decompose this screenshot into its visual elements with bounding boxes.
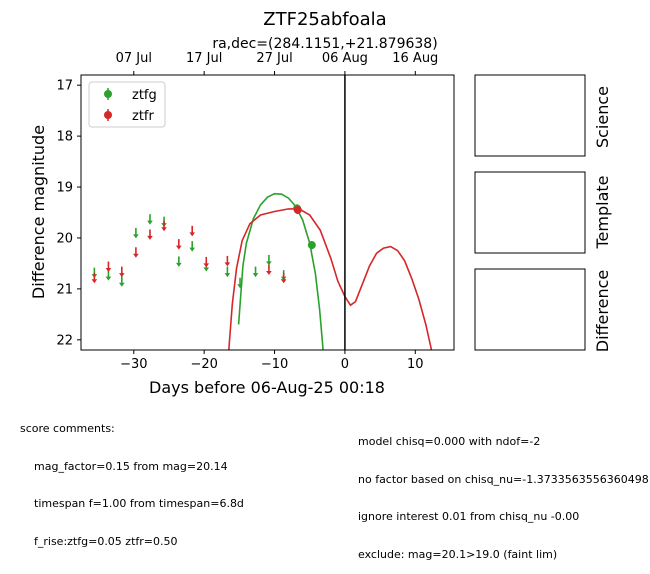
legend-entry-ztfg: ztfg bbox=[104, 88, 157, 103]
ztfr-upper-limit bbox=[266, 264, 272, 276]
ztfr-limit-arrow bbox=[133, 253, 139, 258]
ztfr-limit-arrow bbox=[176, 245, 182, 250]
x-tick-label: −10 bbox=[261, 357, 288, 372]
ztfr-detection-marker bbox=[293, 205, 302, 214]
ztfg-upper-limit bbox=[224, 266, 231, 278]
ztfg-upper-limit bbox=[189, 241, 195, 252]
y-tick-label: 22 bbox=[56, 333, 73, 348]
legend: ztfg ztfr bbox=[88, 81, 166, 128]
model-comment-line: model chisq=0.000 with ndof=-2 bbox=[358, 435, 541, 448]
ztfr-limit-arrow bbox=[105, 268, 112, 272]
top-axis-ticks: 07 Jul 17 Jul 27 Jul 06 Aug 16 Aug bbox=[116, 51, 438, 75]
ztfr-upper-limit bbox=[189, 225, 195, 237]
ztfr-limit-arrow bbox=[280, 279, 287, 284]
data-points bbox=[91, 204, 316, 289]
ztfg-limit-arrow bbox=[266, 261, 272, 266]
model-comment-line: exclude: mag=20.1>19.0 (faint lim) bbox=[358, 547, 558, 561]
ztfr-upper-limit bbox=[203, 256, 210, 268]
ztfr-upper-limit bbox=[176, 239, 182, 250]
score-comment-line: mag_factor=0.15 from mag=20.14 bbox=[34, 459, 228, 473]
ztfg-upper-limit bbox=[237, 277, 243, 289]
top-tick-label: 16 Aug bbox=[392, 51, 438, 66]
difference-image-panel bbox=[474, 268, 586, 351]
chart-title: ZTF25abfoala bbox=[263, 9, 386, 30]
ztfr-limit-arrow bbox=[189, 232, 195, 237]
ztfg-detection bbox=[307, 241, 316, 250]
y-tick-label: 19 bbox=[56, 181, 73, 196]
ztfg-limit-arrow bbox=[237, 284, 243, 289]
science-image-panel bbox=[474, 74, 586, 157]
score-comments-left: score comments: mag_factor=0.15 from mag… bbox=[20, 398, 244, 561]
x-axis-label: Days before 06-Aug-25 00:18 bbox=[149, 378, 385, 397]
x-tick-label: −30 bbox=[120, 357, 147, 372]
template-image-panel bbox=[474, 171, 586, 254]
score-comments-heading: score comments: bbox=[20, 422, 115, 435]
top-tick-label: 06 Aug bbox=[322, 51, 368, 66]
ztfr-detection bbox=[293, 205, 302, 215]
ztfr-upper-limit bbox=[119, 266, 125, 278]
ztfg-upper-limit bbox=[147, 214, 153, 225]
side-panels: Science Template Difference bbox=[474, 74, 612, 352]
score-comment-line: f_rise:ztfg=0.05 ztfr=0.50 bbox=[34, 534, 178, 548]
ztfr-limit-arrow bbox=[91, 279, 98, 284]
top-tick-label: 17 Jul bbox=[186, 51, 222, 66]
ztfg-upper-limit bbox=[266, 254, 272, 266]
ztfr-upper-limit bbox=[147, 229, 153, 240]
legend-marker bbox=[104, 90, 112, 98]
ztfg-upper-limit bbox=[133, 227, 139, 239]
ztfg-upper-limit bbox=[176, 256, 182, 267]
y-tick-label: 21 bbox=[56, 282, 73, 297]
x-tick-label: 10 bbox=[407, 357, 424, 372]
x-tick-label: 0 bbox=[341, 357, 349, 372]
x-tick-label: −20 bbox=[190, 357, 217, 372]
ztfg-model-curve bbox=[237, 192, 324, 350]
ztfg-limit-arrow bbox=[105, 276, 112, 281]
chart-subtitle: ra,dec=(284.1151,+21.879638) bbox=[212, 36, 437, 52]
plot-frame bbox=[80, 74, 455, 351]
ztfr-limit-arrow bbox=[147, 235, 153, 240]
legend-label: ztfg bbox=[132, 88, 157, 103]
ztfr-limit-arrow bbox=[224, 262, 231, 267]
y-axis-ticks: 17 18 19 20 21 22 bbox=[56, 79, 81, 348]
ztfg-limit-arrow bbox=[189, 247, 195, 252]
ztfg-upper-limit bbox=[252, 266, 259, 278]
ztfr-upper-limit bbox=[280, 272, 287, 284]
y-axis-label: Difference magnitude bbox=[29, 125, 48, 299]
ztfg-upper-limit bbox=[119, 276, 125, 287]
ztfr-upper-limit bbox=[224, 255, 231, 267]
y-tick-label: 17 bbox=[56, 79, 73, 94]
difference-panel-label: Difference bbox=[593, 270, 612, 352]
ztfr-limit-arrow bbox=[266, 271, 272, 276]
science-panel-label: Science bbox=[593, 86, 612, 148]
lightcurve-figure: ZTF25abfoala ra,dec=(284.1151,+21.879638… bbox=[29, 9, 612, 397]
ztfg-limit-arrow bbox=[119, 282, 125, 287]
ztfg-limit-arrow bbox=[147, 220, 153, 225]
ztfg-limit-arrow bbox=[133, 234, 139, 239]
y-tick-label: 20 bbox=[56, 231, 73, 246]
top-tick-label: 07 Jul bbox=[116, 51, 152, 66]
ztfr-upper-limit bbox=[133, 247, 139, 258]
ztfg-limit-arrow bbox=[176, 262, 182, 267]
ztfr-limit-arrow bbox=[119, 273, 125, 278]
x-axis-ticks: −30 −20 −10 0 10 bbox=[120, 350, 424, 372]
ztfr-upper-limit bbox=[91, 272, 98, 284]
ztfr-limit-arrow bbox=[203, 263, 210, 268]
y-tick-label: 18 bbox=[56, 130, 73, 145]
model-comment-line: no factor based on chisq_nu=-1.373356355… bbox=[358, 472, 649, 486]
ztfr-upper-limit bbox=[105, 261, 112, 272]
ztfr-upper-limit bbox=[161, 220, 167, 232]
template-panel-label: Template bbox=[593, 175, 612, 249]
model-comment-line: ignore interest 0.01 from chisq_nu -0.00 bbox=[358, 510, 580, 523]
legend-label: ztfr bbox=[132, 109, 154, 124]
top-tick-label: 27 Jul bbox=[256, 51, 292, 66]
ztfg-limit-arrow bbox=[203, 267, 210, 272]
ztfr-limit-arrow bbox=[161, 227, 167, 232]
ztfg-detection-marker bbox=[307, 241, 316, 250]
ztfg-limit-arrow bbox=[252, 273, 259, 278]
ztfg-limit-arrow bbox=[224, 273, 231, 278]
legend-marker bbox=[104, 111, 112, 119]
legend-entry-ztfr: ztfr bbox=[104, 109, 154, 124]
score-comments-right: model chisq=0.000 with ndof=-2 no factor… bbox=[358, 411, 649, 574]
